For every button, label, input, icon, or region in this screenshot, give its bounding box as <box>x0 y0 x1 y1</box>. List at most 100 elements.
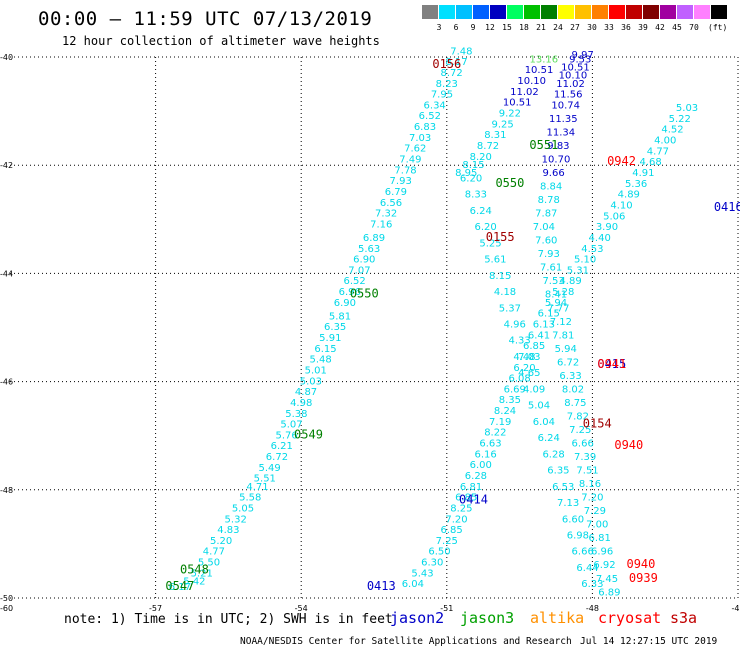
scale-tick-label: 30 <box>587 23 597 32</box>
time-label: 0548 <box>180 563 209 577</box>
data-point: 5.43 <box>411 568 433 579</box>
legend-cryosat: cryosat <box>598 609 662 627</box>
data-point: 10.74 <box>551 100 580 111</box>
scale-swatch <box>677 5 693 19</box>
scale-tick-label: 45 <box>672 23 682 32</box>
scale-tick-label: 12 <box>485 23 495 32</box>
data-point: 10.10 <box>517 76 546 87</box>
data-point: 6.92 <box>593 560 615 571</box>
data-point: 7.61 <box>540 263 562 274</box>
data-point: 7.82 <box>567 411 589 422</box>
data-point: 7.53 <box>542 276 564 287</box>
scale-swatch <box>626 5 642 19</box>
y-tick-label: -50 <box>0 594 13 603</box>
scale-tick-label: 9 <box>470 23 476 32</box>
data-point: 7.13 <box>557 498 579 509</box>
data-point: 5.07 <box>280 420 302 431</box>
footer-credit: NOAA/NESDIS Center for Satellite Applica… <box>240 636 572 647</box>
data-point: 6.50 <box>428 547 450 558</box>
data-point: 4.89 <box>559 276 581 287</box>
data-point: 7.00 <box>586 520 608 531</box>
data-point: 4.89 <box>618 190 640 201</box>
data-point: 7.51 <box>576 466 598 477</box>
data-point: 6.35 <box>547 466 569 477</box>
time-label: 0547 <box>165 579 194 593</box>
data-point: 8.75 <box>564 398 586 409</box>
data-point: 11.56 <box>554 90 583 101</box>
data-point: 5.20 <box>210 536 232 547</box>
scale-swatch <box>558 5 574 19</box>
data-point: 4.52 <box>661 125 683 136</box>
scale-swatch <box>456 5 472 19</box>
data-point: 7.25 <box>436 536 458 547</box>
data-point: 5.91 <box>319 333 341 344</box>
data-point: 4.53 <box>581 244 603 255</box>
time-label: 0414 <box>459 492 488 506</box>
time-label: 0550 <box>350 287 379 301</box>
time-label: 0415 <box>597 357 626 371</box>
legend-s3a: s3a <box>670 609 698 627</box>
scale-swatch <box>541 5 557 19</box>
data-point: 7.95 <box>431 90 453 101</box>
time-label: 0549 <box>294 427 323 441</box>
data-point: 8.20 <box>470 152 492 163</box>
data-point: 4.96 <box>504 320 526 331</box>
data-point: 6.35 <box>324 322 346 333</box>
data-point: 11.34 <box>547 127 576 138</box>
data-point: 9.97 <box>572 50 594 61</box>
data-point: 9.66 <box>542 168 564 179</box>
data-point: 6.17 <box>169 582 191 593</box>
data-point: 7.93 <box>390 176 412 187</box>
data-point: 5.48 <box>309 355 331 366</box>
time-label: 0416 <box>714 200 740 214</box>
data-point: 5.49 <box>259 463 281 474</box>
data-point: 8.15 <box>489 271 511 282</box>
data-point: 6.44 <box>576 563 598 574</box>
data-point: 10.51 <box>525 65 554 76</box>
data-point: 8.78 <box>538 195 560 206</box>
data-point: 6.98 <box>567 530 589 541</box>
scale-swatch <box>575 5 591 19</box>
data-point: 10.51 <box>561 63 590 74</box>
data-point: 7.49 <box>399 154 421 165</box>
data-point: 6.33 <box>581 579 603 590</box>
note-text: note: 1) Time is in UTC; 2) SWH is in fe… <box>64 612 393 627</box>
legend-altika: altika <box>530 609 585 627</box>
data-point: 7.19 <box>489 417 511 428</box>
scale-tick-label: 24 <box>553 23 563 32</box>
data-point: 7.45 <box>596 574 618 585</box>
data-point: 10.51 <box>503 98 532 109</box>
data-point: 6.13 <box>533 320 555 331</box>
scale-tick-label: 70 <box>689 23 699 32</box>
scale-swatch <box>711 5 727 19</box>
data-point: 7.48 <box>450 46 472 57</box>
scale-tick-label: 6 <box>453 23 459 32</box>
footer-date: Jul 14 12:27:15 UTC 2019 <box>580 636 718 647</box>
scale-tick-label: 27 <box>570 23 580 32</box>
data-point: 5.38 <box>285 409 307 420</box>
data-point: 6.16 <box>474 449 496 460</box>
data-point: 6.85 <box>523 341 545 352</box>
data-point: 5.63 <box>358 244 380 255</box>
x-tick-label: -54 <box>295 604 308 613</box>
data-point: 11.02 <box>556 79 585 90</box>
data-point: 5.25 <box>479 238 501 249</box>
time-label: 0940 <box>614 438 643 452</box>
data-point: 7.03 <box>409 133 431 144</box>
data-point: 5.31 <box>567 265 589 276</box>
data-point: 8.72 <box>477 141 499 152</box>
scale-tick-label: 3 <box>436 23 442 32</box>
data-point: 6.72 <box>557 357 579 368</box>
data-point: 5.03 <box>676 103 698 114</box>
scale-swatch <box>660 5 676 19</box>
data-point: 7.20 <box>445 514 467 525</box>
data-point: 7.32 <box>375 209 397 220</box>
time-label: 0939 <box>629 571 658 585</box>
data-point: 5.76 <box>276 430 298 441</box>
data-point: 4.77 <box>203 547 225 558</box>
y-tick-label: -48 <box>0 486 13 495</box>
time-label: 0941 <box>597 357 626 371</box>
scale-swatch <box>694 5 710 19</box>
data-point: 6.15 <box>538 309 560 320</box>
data-point: 6.96 <box>339 287 361 298</box>
